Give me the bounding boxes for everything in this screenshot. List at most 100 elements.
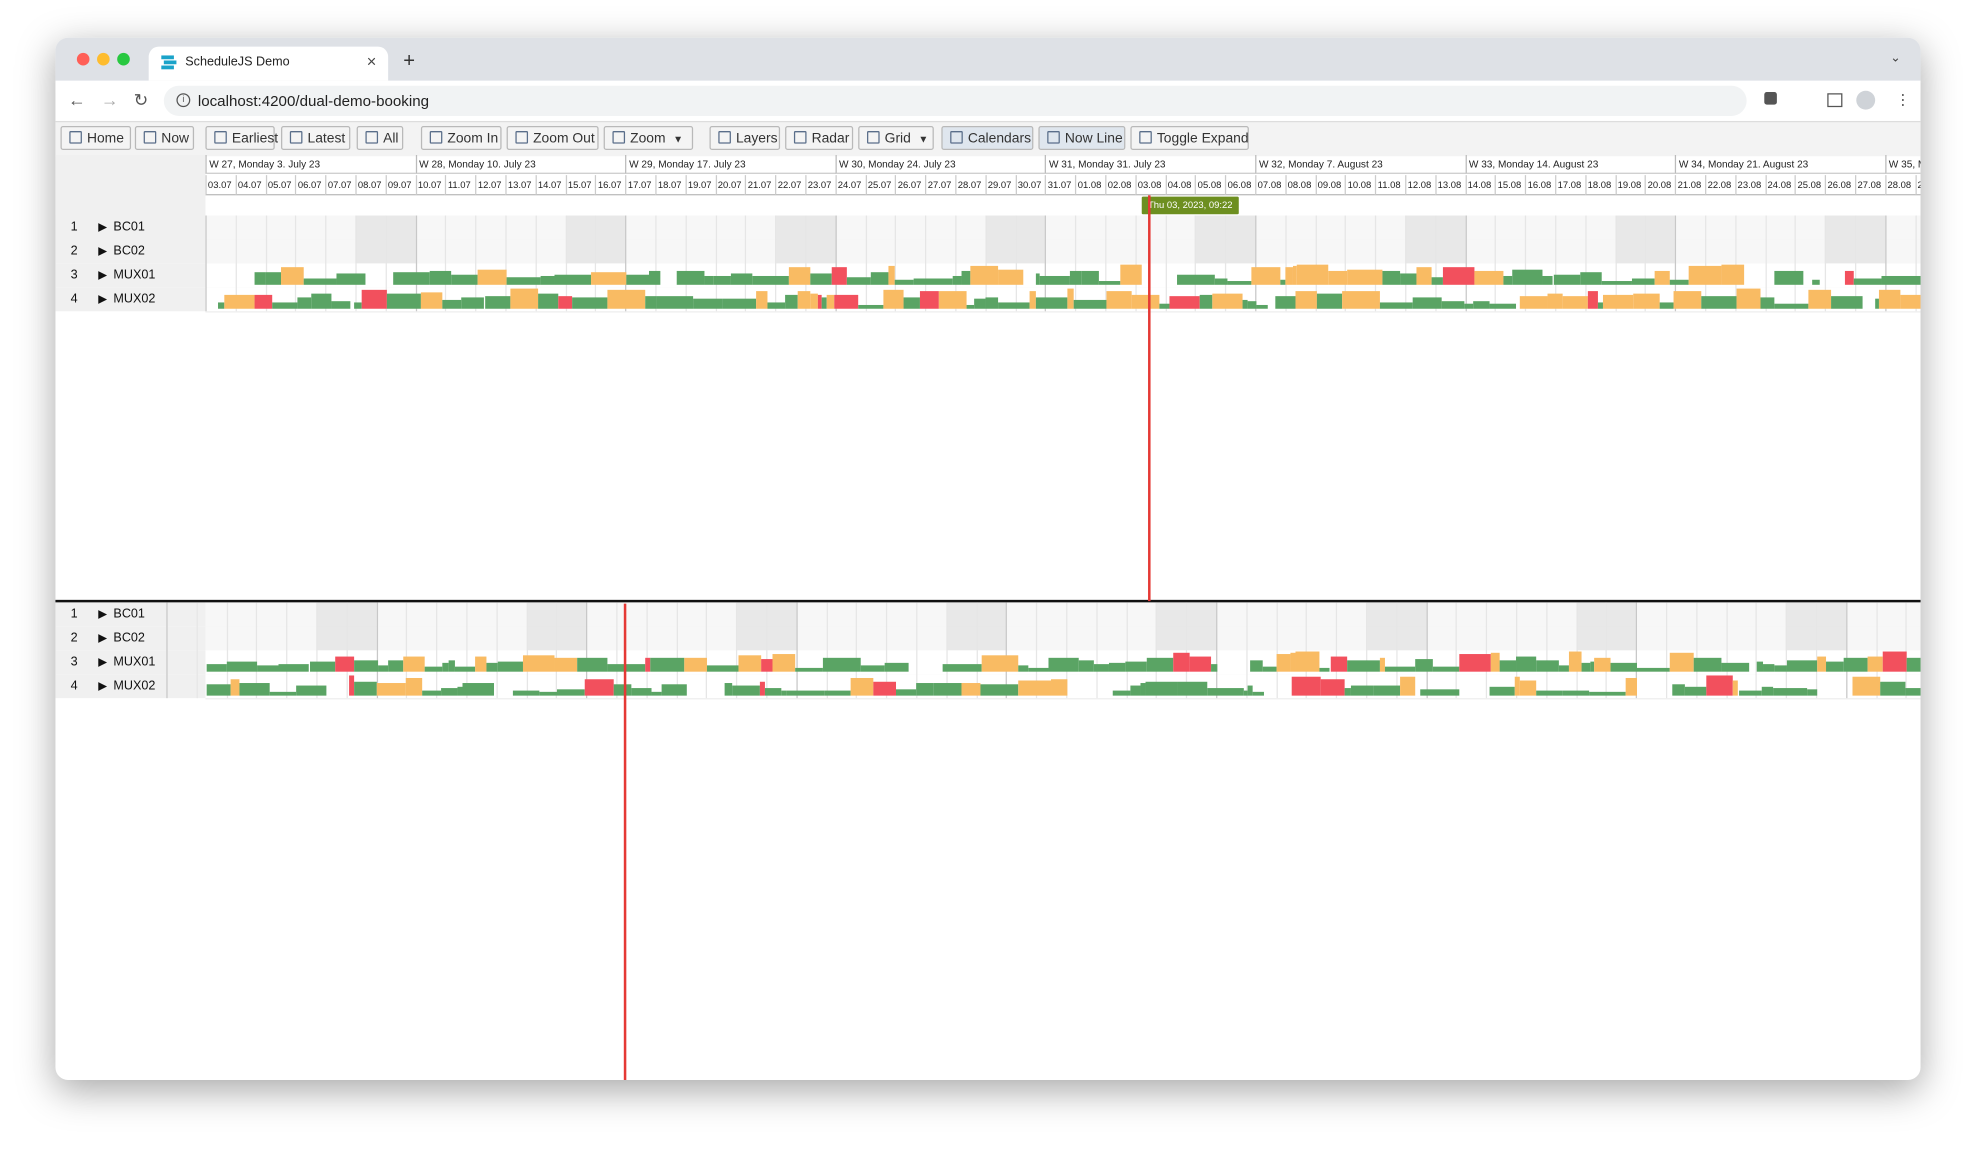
extensions[interactable] — [1764, 91, 1777, 105]
day-gridline — [1816, 602, 1818, 699]
toolbar-button[interactable]: Calendars — [941, 126, 1034, 150]
day-gridline — [1336, 602, 1338, 699]
address-bar[interactable]: i localhost:4200/dual-demo-booking — [163, 85, 1747, 116]
week-label: W 35, Monday 28. August 23 — [1885, 155, 1921, 174]
expand-toggle[interactable]: ▶ — [98, 631, 108, 644]
day-gridline — [1795, 215, 1797, 312]
booking-bar — [1597, 302, 1603, 309]
day-gridline — [1675, 215, 1677, 312]
active-tab[interactable]: ScheduleJS Demo × — [148, 46, 389, 81]
day-label: 26.08 — [1825, 175, 1855, 196]
day-gridline — [646, 602, 648, 699]
booking-bar — [239, 683, 271, 696]
day-gridline — [1705, 215, 1707, 312]
booking-bar — [1330, 656, 1348, 672]
day-gridline — [1615, 215, 1617, 312]
tab-menu[interactable]: ⌄ — [1890, 51, 1901, 66]
toolbar-button[interactable]: Home — [60, 126, 132, 150]
day-gridline — [1645, 215, 1647, 312]
browser-menu[interactable]: ⋮ — [1895, 90, 1911, 109]
expand-toggle[interactable]: ▶ — [98, 244, 108, 258]
forward[interactable]: → — [100, 89, 119, 110]
toolbar-button[interactable]: Zoom In — [420, 126, 502, 150]
weekend-shade — [1825, 215, 1855, 264]
booking-bar — [1535, 660, 1560, 672]
day-gridline — [1165, 215, 1167, 312]
day-gridline — [535, 215, 537, 312]
toolbar-button[interactable]: Now — [134, 126, 195, 150]
day-gridline — [1756, 602, 1758, 699]
toolbar-button[interactable]: Zoom ▼ — [603, 126, 694, 150]
close-dot[interactable] — [76, 52, 90, 66]
day-label: 25.08 — [1795, 175, 1826, 196]
booking-bar — [311, 293, 332, 309]
expand-toggle[interactable]: ▶ — [98, 679, 108, 692]
toolbar-button[interactable]: Zoom Out — [506, 126, 599, 150]
button-label: Zoom — [630, 131, 666, 147]
booking-bar — [1562, 296, 1589, 309]
toolbar-button[interactable]: Toggle Expand — [1130, 126, 1249, 150]
toolbar-button[interactable]: All — [356, 126, 404, 150]
booking-bar — [1350, 686, 1374, 696]
booking-bar — [393, 271, 430, 285]
expand-toggle[interactable]: ▶ — [98, 655, 108, 668]
day-gridline — [955, 215, 957, 312]
toolbar-button[interactable]: Latest — [281, 126, 351, 150]
day-label: 28.08 — [1885, 175, 1915, 196]
booking-bar — [997, 302, 1031, 309]
booking-bar — [513, 690, 540, 696]
day-gridline — [1255, 215, 1257, 312]
booking-bar — [1079, 660, 1094, 672]
toolbar-button[interactable]: Radar — [785, 126, 854, 150]
booking-bar — [280, 267, 304, 285]
expand-toggle[interactable]: ▶ — [98, 292, 108, 305]
button-icon — [289, 131, 303, 144]
booking-bar — [420, 291, 443, 309]
day-gridline — [925, 215, 927, 312]
booking-bar — [781, 690, 787, 696]
minimize-dot[interactable] — [97, 52, 110, 66]
booking-bar — [1035, 297, 1068, 309]
day-gridline — [1096, 602, 1098, 699]
button-icon — [214, 131, 227, 144]
booking-bar — [817, 295, 822, 309]
expand-toggle[interactable]: ▶ — [98, 607, 108, 621]
booking-bar — [1169, 295, 1200, 309]
expand-toggle[interactable]: ▶ — [98, 220, 108, 234]
site-info[interactable]: i — [176, 93, 191, 108]
booking-bar — [1251, 266, 1281, 285]
zoom-dot[interactable] — [117, 52, 130, 66]
reload[interactable]: ↻ — [133, 89, 149, 110]
side-panel[interactable] — [1827, 93, 1843, 108]
button-label: Calendars — [967, 131, 1032, 147]
booking-bar — [272, 303, 298, 309]
day-gridline — [325, 215, 327, 312]
toolbar-button[interactable]: Now Line — [1038, 126, 1126, 150]
booking-bar — [1400, 273, 1417, 285]
booking-bar — [1688, 265, 1721, 285]
day-gridline — [1786, 602, 1788, 699]
tab-close[interactable]: × — [366, 51, 377, 71]
booking-bar — [1464, 304, 1473, 309]
profile[interactable] — [1856, 90, 1876, 110]
booking-bar — [1761, 687, 1774, 696]
booking-bar — [1602, 294, 1634, 309]
day-gridline — [976, 602, 978, 699]
back[interactable]: ← — [68, 89, 86, 110]
toolbar-button[interactable]: Earliest — [205, 126, 278, 150]
expand-toggle[interactable]: ▶ — [98, 268, 108, 282]
new-tab[interactable]: + — [403, 50, 416, 72]
day-gridline — [196, 602, 198, 699]
day-label: 06.08 — [1225, 175, 1256, 196]
booking-bar — [1786, 660, 1818, 672]
day-gridline — [436, 602, 438, 699]
day-gridline — [775, 215, 777, 312]
booking-bar — [1673, 291, 1702, 309]
booking-bar — [497, 661, 523, 672]
toolbar-button[interactable]: Grid ▼ — [858, 126, 934, 150]
weekend-shade — [985, 215, 1016, 264]
button-label: Grid — [884, 131, 911, 147]
day-gridline — [1465, 215, 1467, 312]
toolbar-button[interactable]: Layers — [709, 126, 781, 150]
